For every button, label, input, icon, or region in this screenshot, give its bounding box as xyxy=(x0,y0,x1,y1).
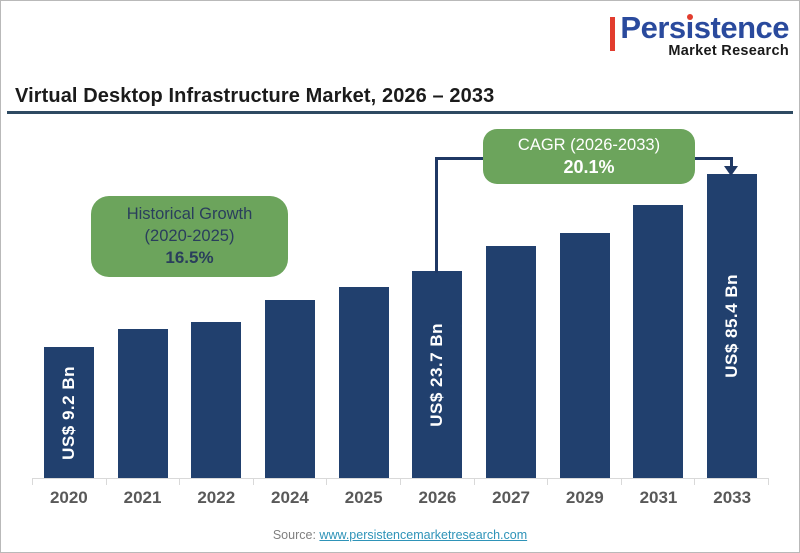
axis-tick xyxy=(473,479,475,485)
bar-slot-2020: US$ 9.2 Bn xyxy=(32,131,106,478)
x-axis-label-2024: 2024 xyxy=(271,488,309,507)
bar-2024 xyxy=(264,300,315,478)
axis-tick xyxy=(105,479,107,485)
bar-value-label-2020: US$ 9.2 Bn xyxy=(58,365,78,460)
bar-slot-2026: US$ 23.7 Bn xyxy=(401,131,475,478)
axis-tick xyxy=(547,479,549,485)
axis-tick xyxy=(32,479,33,485)
bar-slot-2031 xyxy=(622,131,696,478)
page-title: Virtual Desktop Infrastructure Market, 2… xyxy=(15,85,495,107)
logo-brand-name: Persistence xyxy=(620,10,790,45)
historical-growth-value: 16.5% xyxy=(165,248,214,268)
logo-tagline: Market Research xyxy=(668,43,789,60)
x-axis-label-2025: 2025 xyxy=(344,488,383,507)
x-axis-label-2021: 2021 xyxy=(123,488,162,507)
bar-value-label-2033: US$ 85.4 Bn xyxy=(722,274,742,378)
axis-tick xyxy=(767,479,769,485)
bar-slot-2033: US$ 85.4 Bn xyxy=(695,131,769,478)
x-axis-label-2031: 2031 xyxy=(639,488,678,507)
cagr-value: 20.1% xyxy=(563,156,615,177)
bar-2027 xyxy=(486,246,537,478)
bar-2033: US$ 85.4 Bn xyxy=(707,174,758,478)
logo-red-bar xyxy=(610,17,616,51)
bar-2022 xyxy=(191,322,242,478)
axis-tick xyxy=(252,479,254,485)
bar-2025 xyxy=(338,287,389,478)
axis-tick xyxy=(620,479,622,485)
logo-brand-i-dot: i xyxy=(685,10,695,45)
x-axis-ticks xyxy=(32,479,769,485)
bar-2021 xyxy=(117,329,168,478)
pmr-logo: Persistence Market Research xyxy=(610,10,790,60)
title-underline xyxy=(7,111,793,114)
bracket-line-right xyxy=(730,157,733,167)
logo-text: Persistence Market Research xyxy=(620,10,790,60)
source-link[interactable]: www.persistencemarketresearch.com xyxy=(319,528,528,542)
bar-slot-2024 xyxy=(253,131,327,478)
axis-tick xyxy=(694,479,696,485)
historical-growth-period: (2020-2025) xyxy=(144,227,235,246)
bracket-line-left xyxy=(435,158,438,273)
arrow-down-icon xyxy=(724,166,738,176)
axis-tick xyxy=(179,479,181,485)
bar-2020: US$ 9.2 Bn xyxy=(43,347,94,478)
cagr-label: CAGR (2026-2033) xyxy=(517,135,661,154)
x-axis-label-2033: 2033 xyxy=(713,488,752,507)
bar-slot-2021 xyxy=(106,131,180,478)
plot-area: US$ 9.2 Bn US$ 23.7 Bn US$ 85.4 Bn xyxy=(32,131,769,479)
x-axis-label-2026: 2026 xyxy=(418,488,457,507)
logo-brand-post: stence xyxy=(693,10,790,45)
x-axis-labels: 2020 2021 2022 2024 2025 2026 2027 2029 2031 2033 xyxy=(32,488,769,508)
cagr-callout: CAGR (2026-2033) 20.1% xyxy=(483,129,695,184)
bar-2026: US$ 23.7 Bn xyxy=(412,271,463,478)
x-axis-label-2029: 2029 xyxy=(565,488,604,507)
bar-slot-2022 xyxy=(179,131,253,478)
historical-growth-label: Historical Growth xyxy=(126,204,253,223)
bar-value-label-2026: US$ 23.7 Bn xyxy=(427,322,447,427)
x-axis-label-2020: 2020 xyxy=(49,488,88,507)
axis-tick xyxy=(326,479,328,485)
source-line: Source: www.persistencemarketresearch.co… xyxy=(1,528,799,542)
bar-slot-2029 xyxy=(548,131,622,478)
x-axis-label-2022: 2022 xyxy=(197,488,236,507)
source-label: Source: xyxy=(272,528,316,542)
bar-2029 xyxy=(559,233,610,478)
x-axis-label-2027: 2027 xyxy=(492,488,530,507)
bar-2031 xyxy=(633,205,684,478)
bar-slot-2027 xyxy=(474,131,548,478)
axis-tick xyxy=(399,479,401,485)
logo-brand-pre: Pers xyxy=(620,10,686,45)
historical-growth-callout: Historical Growth (2020-2025) 16.5% xyxy=(91,196,288,277)
bar-slot-2025 xyxy=(327,131,401,478)
